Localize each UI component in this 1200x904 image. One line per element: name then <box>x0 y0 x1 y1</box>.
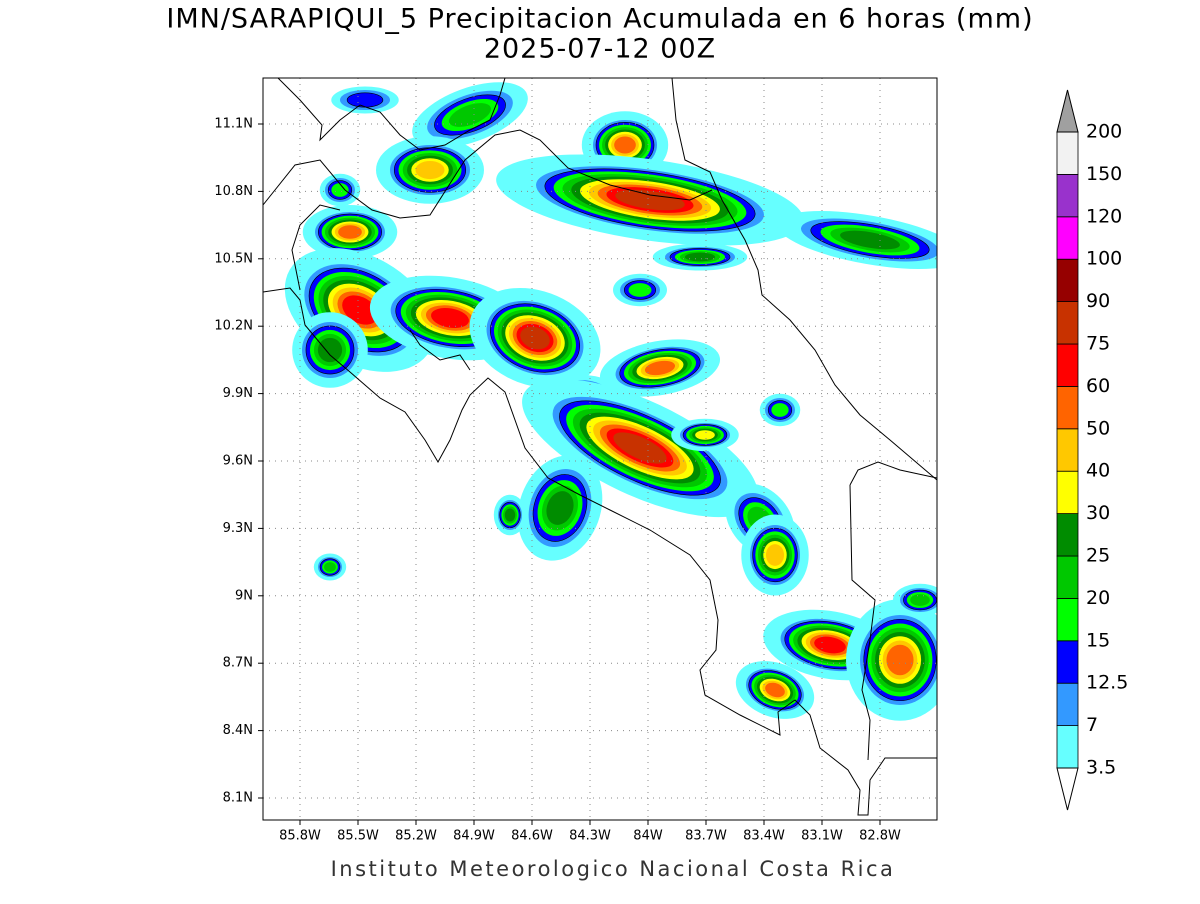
lat-label: 9N <box>235 588 253 603</box>
colorbar-under <box>1056 767 1079 811</box>
lon-label: 84W <box>633 829 663 844</box>
colorbar-label: 150 <box>1086 163 1122 185</box>
rain-area <box>331 183 349 197</box>
rain-area <box>338 225 362 239</box>
colorbar-segment <box>1056 173 1079 218</box>
rain-area <box>317 337 343 363</box>
rain-area <box>613 432 667 464</box>
lon-label: 85.2W <box>395 829 437 844</box>
colorbar-segment <box>1056 598 1079 642</box>
coastline <box>291 204 471 371</box>
lat-label: 10.5N <box>214 251 253 266</box>
rain-area <box>695 430 715 440</box>
rain-area <box>504 508 516 522</box>
rain-area <box>886 644 914 676</box>
map-frame <box>262 77 938 821</box>
subtitle: 2025-07-12 00Z <box>484 34 716 65</box>
colorbar-segment <box>1056 385 1079 430</box>
lon-label: 83.4W <box>743 829 785 844</box>
colorbar: 3.5 7 12.5 15 20 25 30 40 50 60 75 90 100 120 150 200 <box>1056 89 1128 811</box>
colorbar-label: 75 <box>1086 333 1110 355</box>
colorbar-segment <box>1056 428 1079 472</box>
lat-label: 11.1N <box>214 117 253 132</box>
rain-area <box>346 92 384 108</box>
rain-area <box>765 682 785 698</box>
colorbar-label: 120 <box>1086 205 1122 227</box>
rain-area <box>814 636 846 654</box>
rain-area <box>342 295 378 325</box>
rain-area <box>614 136 636 154</box>
rain-area <box>615 189 685 211</box>
colorbar-label: 7 <box>1086 714 1098 736</box>
precipitation-field <box>284 82 937 721</box>
lat-label: 9.6N <box>223 454 253 469</box>
footer: Instituto Meteorologico Nacional Costa R… <box>331 857 896 881</box>
title: IMN/SARAPIQUI_5 Precipitacion Acumulada … <box>166 4 1033 35</box>
colorbar-label: 50 <box>1086 417 1110 439</box>
colorbar-segment <box>1056 640 1079 684</box>
lake-shore <box>277 78 506 151</box>
lon-label: 84.3W <box>569 829 611 844</box>
rain-area <box>449 103 491 127</box>
border <box>263 129 713 219</box>
rain-area <box>840 230 900 250</box>
colorbar-label: 20 <box>1086 587 1110 609</box>
lon-label: 85.8W <box>279 829 321 844</box>
lat-label: 8.7N <box>223 656 253 671</box>
colorbar-segment <box>1056 682 1079 727</box>
rain-area <box>546 491 574 525</box>
lon-label: 84.9W <box>453 829 495 844</box>
rain-area <box>324 562 336 572</box>
grid <box>263 78 937 820</box>
colorbar-segment <box>1056 343 1079 387</box>
lon-label: 83.7W <box>685 829 727 844</box>
rain-area <box>628 283 652 297</box>
lat-label: 8.1N <box>223 791 253 806</box>
rain-area <box>765 544 785 566</box>
coastlines <box>263 78 937 816</box>
rain-area <box>415 160 445 180</box>
colorbar-label: 40 <box>1086 460 1110 482</box>
coastline <box>263 287 937 816</box>
rain-area <box>644 360 676 376</box>
colorbar-label: 15 <box>1086 629 1110 651</box>
border <box>849 461 937 761</box>
colorbar-label: 90 <box>1086 290 1110 312</box>
lat-label: 10.2N <box>214 319 253 334</box>
lat-label: 10.8N <box>214 184 253 199</box>
lon-label: 85.5W <box>337 829 379 844</box>
rain-area <box>431 307 469 329</box>
colorbar-label: 12.5 <box>1086 672 1128 694</box>
lat-label: 9.3N <box>223 521 253 536</box>
colorbar-segment <box>1056 555 1079 599</box>
colorbar-label: 25 <box>1086 545 1110 567</box>
rain-area <box>684 252 716 262</box>
colorbar-over <box>1056 89 1079 133</box>
axis-labels: 11.1N 10.8N 10.5N 10.2N 9.9N 9.6N 9.3N 9N 8.7N 8.… <box>214 117 901 844</box>
colorbar-label: 200 <box>1086 121 1122 143</box>
lat-label: 9.9N <box>223 386 253 401</box>
colorbar-label: 3.5 <box>1086 757 1116 779</box>
rain-area <box>520 326 550 350</box>
colorbar-segment <box>1056 216 1079 260</box>
colorbar-segment <box>1056 301 1079 345</box>
colorbar-segment <box>1056 470 1079 515</box>
colorbar-segment <box>1056 258 1079 303</box>
lon-label: 83.1W <box>801 829 843 844</box>
rain-area <box>910 594 930 606</box>
colorbar-label: 100 <box>1086 248 1122 270</box>
colorbar-segment <box>1056 725 1079 769</box>
colorbar-segment <box>1056 513 1079 557</box>
colorbar-segment <box>1056 131 1079 175</box>
lat-label: 8.4N <box>223 723 253 738</box>
lon-label: 84.6W <box>511 829 553 844</box>
lon-label: 82.8W <box>859 829 901 844</box>
coastline <box>671 78 937 481</box>
colorbar-label: 60 <box>1086 375 1110 397</box>
rain-area <box>771 403 789 417</box>
colorbar-label: 30 <box>1086 502 1110 524</box>
